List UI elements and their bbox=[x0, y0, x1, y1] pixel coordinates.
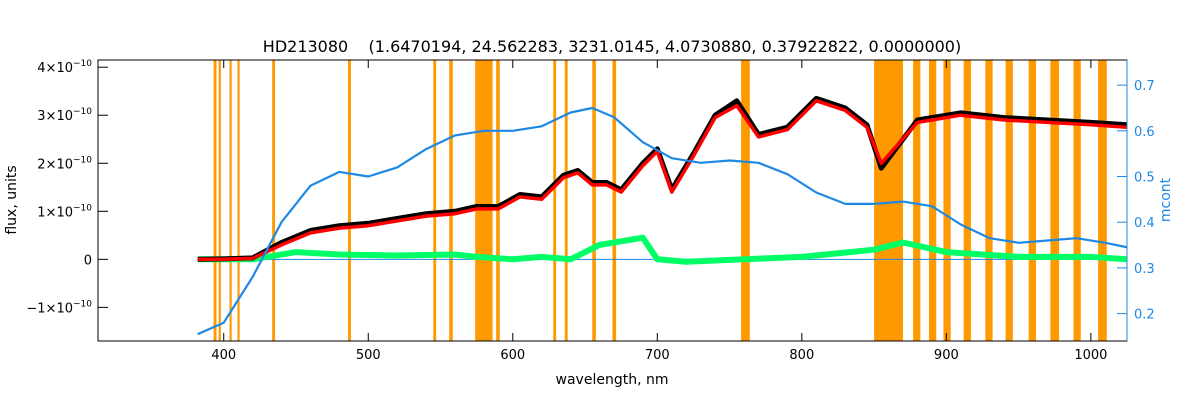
mask-band bbox=[475, 60, 493, 341]
x-tick-label: 700 bbox=[645, 348, 670, 363]
mask-band bbox=[348, 60, 351, 341]
y-left-tick-label: 4×10−10 bbox=[37, 59, 92, 76]
mask-band bbox=[213, 60, 217, 341]
series-group bbox=[197, 95, 1127, 336]
mask-band bbox=[1005, 60, 1013, 341]
series-residual bbox=[197, 234, 1127, 265]
mask-band bbox=[218, 60, 221, 341]
y-left-tick-label: 1×10−10 bbox=[37, 203, 92, 220]
mask-band bbox=[874, 60, 903, 341]
mask-band bbox=[985, 60, 993, 341]
y-left-tick-label: −1×10−10 bbox=[26, 299, 92, 316]
x-axis: 400 500 600 700 800 900 1000 bbox=[211, 60, 1107, 363]
mask-band bbox=[553, 60, 557, 341]
mask-band bbox=[1050, 60, 1060, 341]
mask-band bbox=[237, 60, 240, 341]
mask-band bbox=[229, 60, 232, 341]
x-tick-label: 800 bbox=[789, 348, 814, 363]
x-tick-label: 400 bbox=[211, 348, 236, 363]
mask-bands bbox=[213, 60, 1107, 341]
mask-band bbox=[741, 60, 750, 341]
x-tick-label: 1000 bbox=[1074, 348, 1107, 363]
mask-band bbox=[1098, 60, 1107, 341]
y-right-tick-label: 0.7 bbox=[1134, 79, 1155, 94]
mask-band bbox=[449, 60, 453, 341]
mask-band bbox=[929, 60, 937, 341]
y-right-tick-label: 0.4 bbox=[1134, 216, 1155, 231]
x-tick-label: 500 bbox=[356, 348, 381, 363]
y-right-tick-label: 0.3 bbox=[1134, 262, 1155, 277]
y-axis-right: 0.2 0.3 0.4 0.5 0.6 0.7 bbox=[1117, 79, 1155, 323]
mask-band bbox=[272, 60, 276, 341]
y-right-tick-label: 0.5 bbox=[1134, 171, 1155, 186]
chart-title: HD213080 (1.6470194, 24.562283, 3231.014… bbox=[263, 37, 961, 56]
y-right-tick-label: 0.6 bbox=[1134, 125, 1155, 140]
mask-band bbox=[1073, 60, 1081, 341]
mask-band bbox=[564, 60, 568, 341]
y-axis-right-label: mcont bbox=[1158, 177, 1174, 222]
mask-band bbox=[592, 60, 596, 341]
y-axis-left: −1×10−10 0 1×10−10 2×10−10 3×10−10 4×10−10 bbox=[26, 59, 108, 316]
x-axis-label: wavelength, nm bbox=[556, 372, 669, 388]
x-tick-label: 900 bbox=[934, 348, 959, 363]
y-left-tick-label: 3×10−10 bbox=[37, 107, 92, 124]
mask-band bbox=[433, 60, 437, 341]
y-axis-left-label: flux, units bbox=[4, 165, 20, 234]
series-model bbox=[197, 99, 1127, 262]
mask-band bbox=[1028, 60, 1036, 341]
mask-band bbox=[913, 60, 921, 341]
y-left-tick-label: 2×10−10 bbox=[37, 155, 92, 172]
series-mcont bbox=[197, 106, 1127, 336]
mask-band bbox=[963, 60, 971, 341]
mask-band bbox=[612, 60, 617, 341]
mask-band bbox=[496, 60, 500, 341]
mask-band bbox=[943, 60, 951, 341]
y-right-tick-label: 0.2 bbox=[1134, 308, 1155, 323]
x-tick-label: 600 bbox=[500, 348, 525, 363]
y-left-tick-label: 0 bbox=[84, 253, 92, 268]
